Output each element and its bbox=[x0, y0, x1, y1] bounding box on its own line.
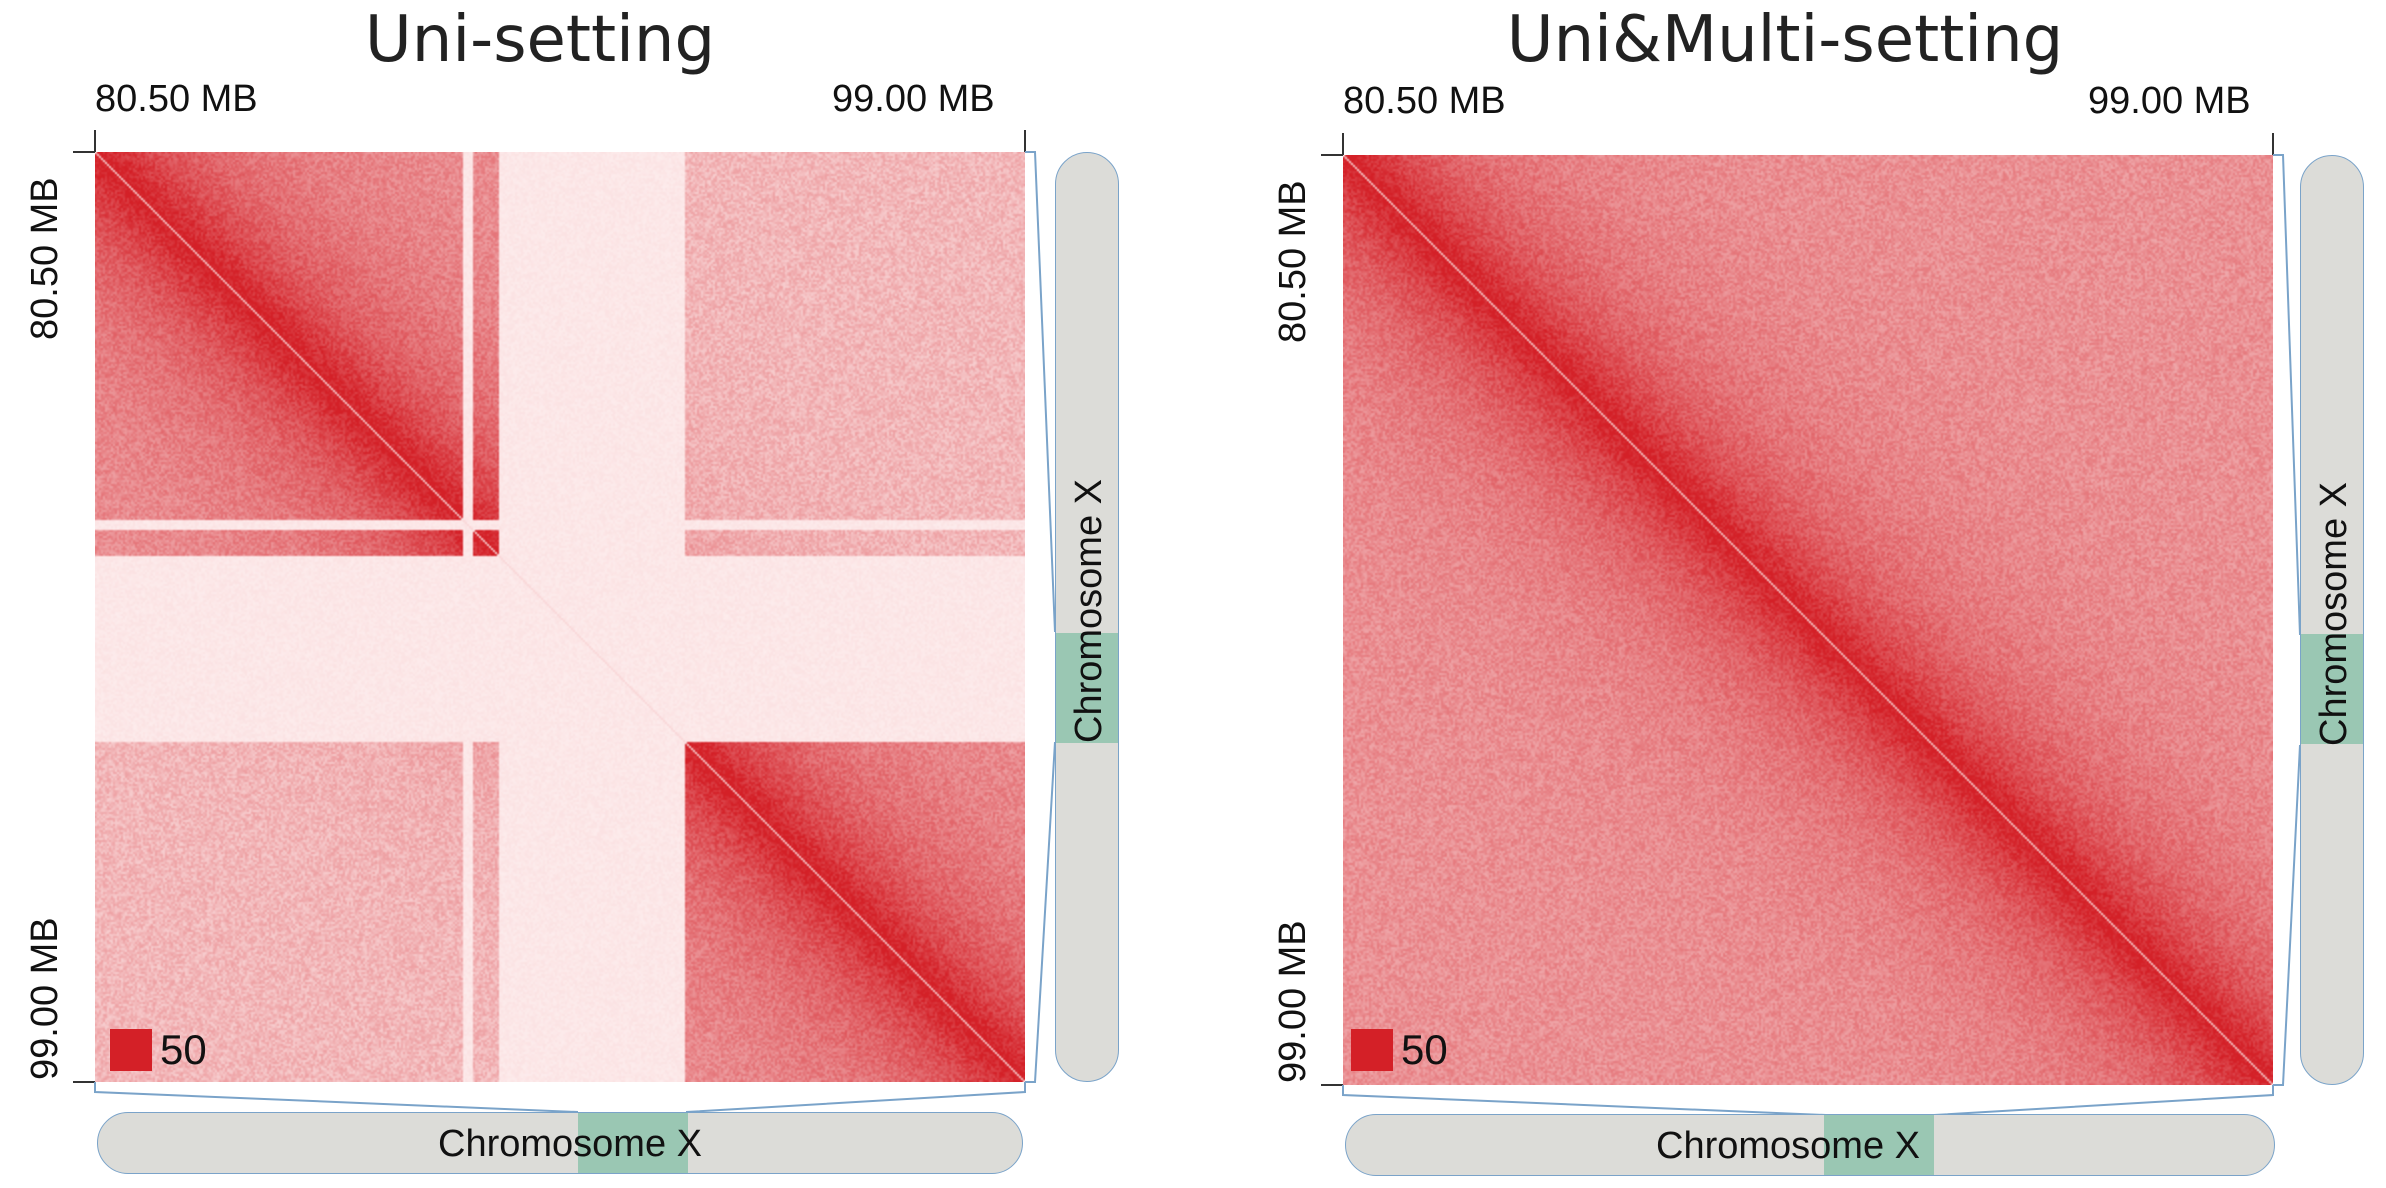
contact-heatmap bbox=[95, 152, 1025, 1082]
x-tick-start: 80.50 MB bbox=[1343, 80, 1506, 122]
legend-swatch bbox=[1351, 1029, 1393, 1071]
y-tick-start: 80.50 MB bbox=[24, 177, 66, 340]
connector-line bbox=[1342, 1085, 1826, 1117]
connector-line bbox=[2273, 744, 2301, 1086]
chromosome-highlight-band bbox=[1056, 633, 1118, 743]
legend-label: 50 bbox=[160, 1026, 207, 1073]
x-tick-start: 80.50 MB bbox=[95, 78, 258, 120]
connector-line bbox=[686, 1082, 1026, 1114]
panel-uni-multi-setting: Uni&Multi-setting 80.50 MB 99.00 MB 80.5… bbox=[1248, 0, 2386, 1188]
chromosome-highlight-band bbox=[2301, 634, 2363, 744]
panel-uni-setting: Uni-setting 80.50 MB 99.00 MB 80.50 MB 9… bbox=[24, 3, 1119, 1174]
color-legend: 50 bbox=[110, 1026, 207, 1074]
legend-swatch bbox=[110, 1029, 152, 1071]
heatmap-canvas bbox=[95, 152, 1025, 1082]
chromosome-highlight-band bbox=[1824, 1115, 1934, 1175]
chromosome-ideogram-right: Chromosome X bbox=[1055, 152, 1119, 1082]
chromosome-ideogram-bottom: Chromosome X bbox=[1345, 1114, 2275, 1176]
y-tick-end: 99.00 MB bbox=[24, 917, 66, 1080]
y-tick-end: 99.00 MB bbox=[1272, 920, 1314, 1083]
y-tick-start: 80.50 MB bbox=[1272, 180, 1314, 343]
chromosome-label: Chromosome X bbox=[438, 1123, 702, 1165]
chromosome-highlight-band bbox=[578, 1113, 688, 1173]
connector-line bbox=[94, 1082, 578, 1114]
color-legend: 50 bbox=[1351, 1026, 1448, 1074]
connector-line bbox=[1025, 741, 1056, 1083]
connector-line bbox=[1934, 1085, 2274, 1117]
contact-heatmap bbox=[1343, 155, 2273, 1085]
chart-title: Uni-setting bbox=[364, 3, 716, 77]
x-tick-end: 99.00 MB bbox=[832, 78, 995, 120]
chromosome-ideogram-right: Chromosome X bbox=[2300, 155, 2364, 1085]
chromosome-ideogram-bottom: Chromosome X bbox=[97, 1112, 1023, 1174]
chromosome-label: Chromosome X bbox=[1656, 1125, 1920, 1167]
legend-label: 50 bbox=[1401, 1026, 1448, 1073]
x-tick-end: 99.00 MB bbox=[2088, 80, 2251, 122]
connector-line bbox=[1025, 151, 1056, 633]
chromosome-label: Chromosome X bbox=[1068, 479, 1110, 743]
connector-line bbox=[2273, 154, 2301, 636]
chromosome-label: Chromosome X bbox=[2313, 482, 2355, 746]
chart-title: Uni&Multi-setting bbox=[1506, 3, 2064, 77]
heatmap-canvas bbox=[1343, 155, 2273, 1085]
